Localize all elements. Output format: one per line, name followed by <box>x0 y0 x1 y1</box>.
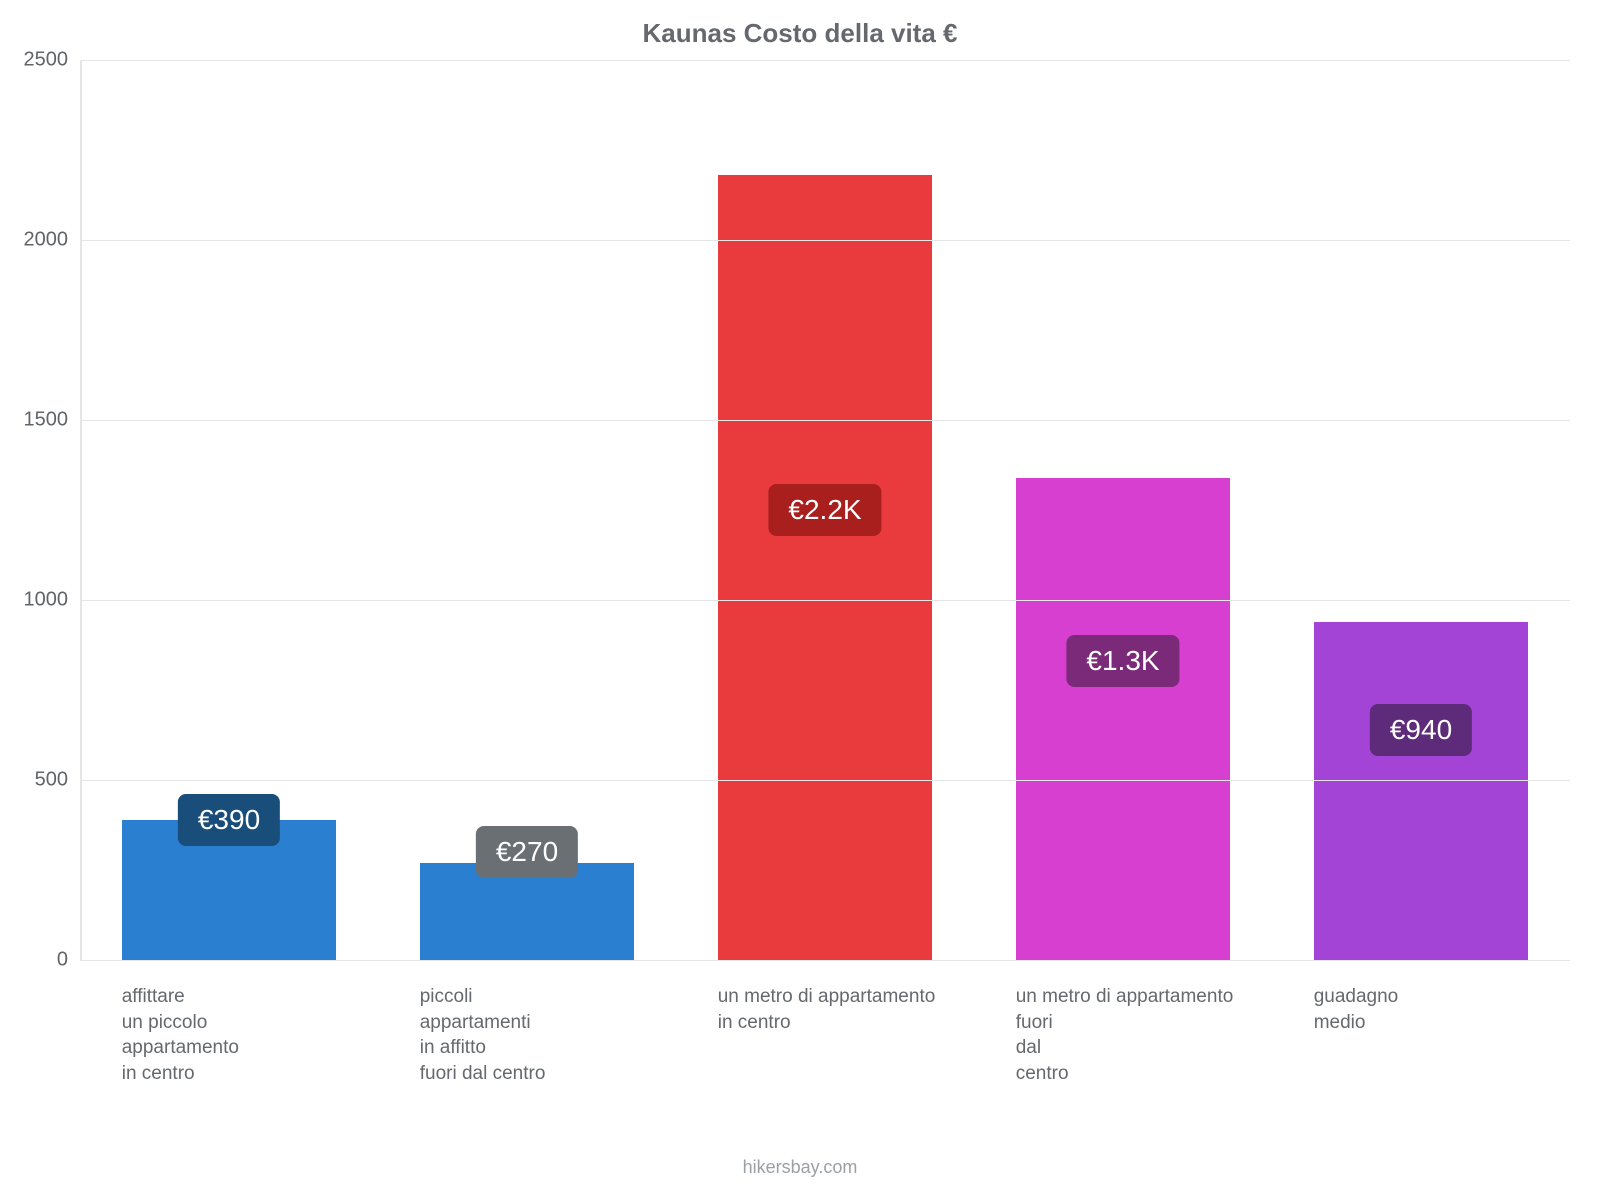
bar <box>1314 622 1529 960</box>
gridline <box>80 420 1570 421</box>
attribution: hikersbay.com <box>0 1157 1600 1178</box>
y-tick-label: 1500 <box>10 409 68 432</box>
bar-value-label: €390 <box>178 794 280 846</box>
x-category-label: piccoli appartamenti in affitto fuori da… <box>420 984 703 1087</box>
gridline <box>80 60 1570 61</box>
bar <box>718 175 933 960</box>
y-tick-label: 2000 <box>10 229 68 252</box>
x-axis-labels: affittare un piccolo appartamento in cen… <box>80 984 1570 1184</box>
bar-value-label: €940 <box>1370 704 1472 756</box>
bar-value-label: €2.2K <box>768 484 881 536</box>
x-category-label: guadagno medio <box>1314 984 1597 1035</box>
gridline <box>80 780 1570 781</box>
bar-value-label: €1.3K <box>1066 635 1179 687</box>
gridline <box>80 240 1570 241</box>
plot-area: €390 €270 €2.2K €1.3K €940 <box>80 60 1570 960</box>
chart-container: Kaunas Costo della vita € €390€270€2.2K€… <box>0 0 1600 1200</box>
chart-title: Kaunas Costo della vita € <box>0 18 1600 49</box>
y-tick-label: 2500 <box>10 49 68 72</box>
bar <box>1016 478 1231 960</box>
y-tick-label: 500 <box>10 769 68 792</box>
x-category-label: un metro di appartamento in centro <box>718 984 1001 1035</box>
bars-layer: €390 €270 €2.2K €1.3K €940 <box>80 60 1570 960</box>
gridline <box>80 600 1570 601</box>
x-category-label: affittare un piccolo appartamento in cen… <box>122 984 405 1087</box>
gridline <box>80 960 1570 961</box>
x-category-label: un metro di appartamento fuori dal centr… <box>1016 984 1299 1087</box>
y-tick-label: 1000 <box>10 589 68 612</box>
bar-value-label: €270 <box>476 826 578 878</box>
y-tick-label: 0 <box>10 949 68 972</box>
